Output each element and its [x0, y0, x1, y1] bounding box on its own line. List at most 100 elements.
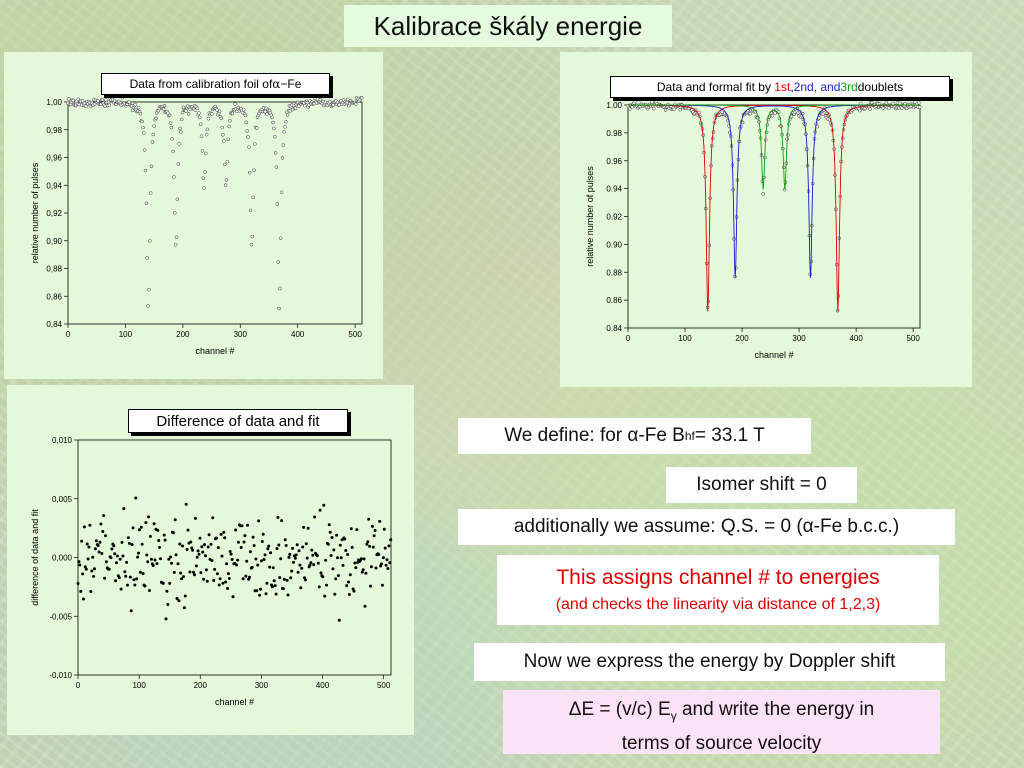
chart3-data-point	[152, 522, 156, 526]
calibration-chart-panel: 0 100 200 300 400 500 0,84 0,86 0,88 0,90 0,92 0,94…	[4, 52, 383, 379]
chart3-data-point	[368, 544, 372, 548]
chart3-data-point	[221, 581, 225, 585]
chart3-data-point	[334, 577, 338, 581]
chart1-data-point	[224, 178, 229, 182]
chart3-legend-text: Difference of data and fit	[156, 412, 320, 430]
chart3-data-point	[294, 553, 298, 557]
chart2-y-tick-label: 0.88	[606, 268, 622, 277]
define-suffix: = 33.1 T	[694, 425, 765, 446]
chart1-data-point	[225, 159, 230, 164]
chart3-data-point	[86, 557, 90, 561]
chart3-data-point	[78, 563, 82, 567]
chart2-data-point	[858, 108, 862, 113]
chart3-data-point	[268, 565, 272, 569]
chart1-data-point	[233, 102, 237, 106]
chart3-data-point	[280, 519, 284, 523]
chart3-data-point	[279, 557, 283, 561]
formula-sub: γ	[670, 708, 677, 723]
chart3-data-point	[223, 536, 227, 540]
chart1-data-point	[107, 103, 112, 108]
chart3-data-point	[91, 555, 95, 559]
chart3-data-point	[281, 587, 285, 591]
chart2-x-axis-label: channel #	[754, 350, 793, 360]
chart3-data-point	[146, 560, 150, 564]
chart1-x-tick-label: 200	[176, 330, 190, 339]
chart3-data-point	[140, 542, 144, 546]
chart3-data-point	[178, 542, 182, 546]
chart3-data-point	[304, 542, 308, 546]
chart3-data-point	[179, 571, 183, 575]
chart3-data-point	[274, 592, 278, 596]
chart3-data-point	[284, 544, 288, 547]
chart1-data-point	[205, 127, 210, 132]
chart3-data-point	[286, 593, 290, 597]
chart3-data-point	[329, 554, 333, 558]
chart3-data-point	[315, 554, 319, 558]
slide-title: Kalibrace škály energie	[344, 5, 672, 47]
chart1-data-point	[146, 304, 150, 308]
chart2-y-tick-label: 0.98	[606, 129, 622, 138]
chart2-data-point	[868, 107, 872, 111]
chart1-x-tick-label: 300	[234, 330, 248, 339]
chart1-data-point	[186, 112, 191, 116]
chart1-y-tick-label: 0,92	[46, 209, 62, 218]
chart3-data-point	[99, 522, 103, 526]
chart3-data-point	[354, 566, 358, 570]
chart3-data-point	[234, 528, 238, 532]
chart3-y-tick-label: 0,000	[52, 554, 73, 563]
chart3-data-point	[269, 551, 273, 555]
chart3-data-point	[197, 552, 201, 556]
chart3-data-point	[128, 575, 132, 579]
assumption-statement: additionally we assume: Q.S. = 0 (α-Fe b…	[458, 509, 955, 545]
chart3-data-point	[277, 543, 281, 547]
assigns-line1: This assigns channel # to energies	[556, 566, 880, 589]
chart3-data-point	[138, 570, 142, 574]
chart2-legend-2nd: 2nd	[793, 80, 814, 94]
chart2-x-tick-label: 100	[678, 334, 692, 343]
chart2-data-point	[748, 111, 753, 116]
chart3-data-point	[371, 545, 375, 549]
chart1-data-point	[96, 99, 100, 103]
chart3-data-point	[193, 516, 197, 520]
chart2-data-point	[651, 106, 656, 111]
chart3-data-point	[145, 553, 149, 557]
chart3-plot-frame	[77, 439, 392, 676]
chart1-x-tick-label: 0	[66, 330, 71, 339]
chart3-data-point	[380, 562, 383, 566]
chart1-data-point	[80, 99, 85, 103]
chart1-data-point	[151, 132, 156, 137]
chart3-data-point	[103, 576, 107, 580]
chart3-data-point	[134, 496, 138, 500]
chart3-data-point	[107, 567, 111, 571]
chart3-data-point	[190, 546, 194, 550]
chart2-data-point	[770, 113, 775, 118]
chart1-data-point	[305, 100, 310, 105]
chart3-data-point	[386, 567, 390, 570]
chart3-data-point	[337, 618, 341, 622]
chart3-data-point	[132, 578, 136, 582]
chart3-data-point	[118, 557, 122, 561]
chart3-data-point	[295, 543, 299, 547]
chart3-data-point	[239, 546, 243, 549]
chart3-data-point	[153, 558, 157, 562]
chart3-data-point	[163, 538, 167, 542]
chart3-x-tick-label: 200	[194, 681, 208, 690]
chart3-data-point	[300, 566, 304, 570]
chart1-data-point	[138, 111, 143, 116]
chart3-data-point	[141, 572, 145, 576]
chart1-data-point	[272, 134, 277, 139]
chart3-data-point	[364, 571, 368, 575]
chart3-data-point	[362, 557, 366, 561]
chart3-data-point	[82, 597, 85, 601]
chart2-data-point	[678, 107, 682, 112]
chart2-legend-suffix: doublets	[857, 80, 904, 94]
chart1-data-point	[169, 125, 174, 130]
chart3-legend: Difference of data and fit	[128, 409, 348, 433]
chart3-data-point	[81, 572, 85, 576]
chart3-data-point	[167, 557, 171, 561]
chart1-data-point	[148, 239, 152, 243]
chart3-data-point	[255, 589, 259, 593]
chart3-data-point	[302, 525, 306, 529]
chart3-data-point	[156, 528, 160, 532]
chart3-data-point	[147, 515, 151, 519]
